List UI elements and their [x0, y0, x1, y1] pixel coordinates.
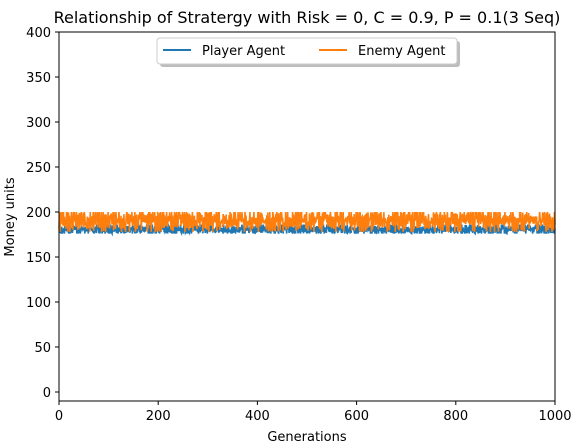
y-axis-label: Money units	[3, 177, 18, 256]
plot-frame	[58, 31, 556, 402]
y-tick-label: 0	[43, 386, 51, 401]
legend-box	[156, 37, 458, 65]
y-tick-label: 300	[26, 116, 51, 131]
y-tick-label: 100	[26, 296, 51, 311]
x-axis-ticks: 0 200 400 600 800 1000	[55, 401, 572, 424]
y-tick-label: 350	[26, 71, 51, 86]
legend-label-player-agent: Player Agent	[202, 44, 285, 59]
y-tick-label: 50	[34, 341, 51, 356]
series-layer	[58, 211, 556, 237]
series-line-enemy-agent	[58, 211, 556, 232]
y-axis-ticks: 0 50 100 150 200 250 300 350 400	[26, 26, 59, 401]
legend: Player Agent Enemy Agent	[156, 37, 460, 67]
x-tick-label: 200	[146, 409, 171, 424]
x-axis-label: Generations	[267, 430, 347, 445]
x-tick-label: 0	[55, 409, 63, 424]
x-tick-label: 400	[245, 409, 270, 424]
chart-title: Relationship of Stratergy with Risk = 0,…	[54, 8, 561, 27]
y-tick-label: 400	[26, 26, 51, 41]
x-tick-label: 1000	[538, 409, 571, 424]
y-tick-label: 250	[26, 161, 51, 176]
legend-label-enemy-agent: Enemy Agent	[358, 44, 445, 59]
x-tick-label: 600	[344, 409, 369, 424]
y-tick-label: 150	[26, 251, 51, 266]
x-tick-label: 800	[443, 409, 468, 424]
y-tick-label: 200	[26, 206, 51, 221]
